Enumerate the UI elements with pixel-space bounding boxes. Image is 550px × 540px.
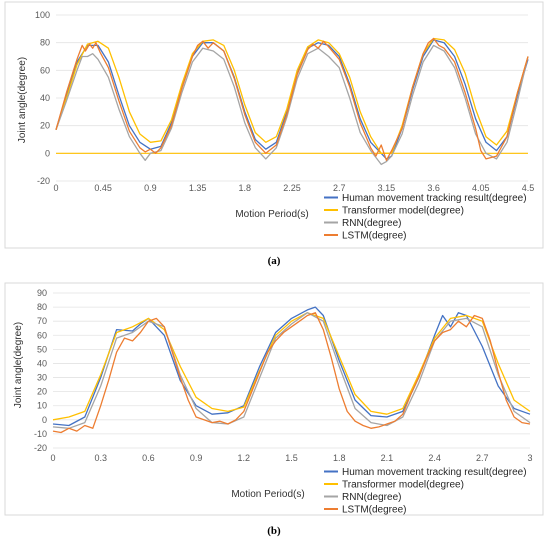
x-tick-label-b-10: 3 [527, 453, 532, 463]
x-tick-label-b-7: 2.1 [381, 453, 394, 463]
series-group-b [52, 306, 531, 434]
x-tick-label-a-0: 0 [53, 183, 58, 193]
legend-a: Human movement tracking result(degree) Tr… [324, 193, 527, 242]
y-tick-label-a-3: 40 [40, 93, 50, 103]
y-tick-label-b-3: 60 [37, 330, 47, 340]
x-tick-label-b-9: 2.7 [476, 453, 489, 463]
y-tick-label-b-1: 80 [37, 302, 47, 312]
panel-label-b: (b) [267, 525, 281, 537]
y-tick-label-a-6: -20 [37, 176, 50, 186]
series-line-b-3 [52, 312, 531, 434]
legend-b: Human movement tracking result(degree) Tr… [324, 467, 527, 516]
x-tick-label-a-3: 1.35 [189, 183, 207, 193]
y-tick-label-b-8: 10 [37, 401, 47, 411]
x-tick-label-a-5: 2.25 [283, 183, 301, 193]
series-line-b-2 [52, 312, 531, 429]
legend-label-a-2: RNN(degree) [342, 218, 401, 229]
series-line-a-1 [55, 37, 529, 154]
x-tick-label-b-8: 2.4 [428, 453, 441, 463]
legend-label-b-1: Transformer model(degree) [342, 480, 464, 491]
x-tick-label-b-3: 0.9 [190, 453, 203, 463]
y-tick-label-b-7: 20 [37, 387, 47, 397]
y-tick-label-b-2: 70 [37, 316, 47, 326]
y-tick-label-b-9: 0 [42, 415, 47, 425]
legend-label-b-0: Human movement tracking result(degree) [342, 467, 527, 478]
y-tick-label-a-5: 0 [45, 148, 50, 158]
y-tick-labels-b: 90 80 70 60 50 40 30 20 10 0 -10 -20 [34, 288, 47, 453]
x-tick-label-a-4: 1.8 [239, 183, 252, 193]
y-tick-label-b-6: 30 [37, 373, 47, 383]
x-tick-label-b-1: 0.3 [94, 453, 107, 463]
x-tick-label-a-7: 3.15 [378, 183, 396, 193]
series-line-a-3 [55, 37, 529, 161]
x-tick-label-b-2: 0.6 [142, 453, 155, 463]
series-group-a [55, 37, 529, 166]
series-line-b-0 [52, 306, 531, 427]
y-tick-label-b-0: 90 [37, 288, 47, 298]
x-tick-label-a-8: 3.6 [427, 183, 440, 193]
x-tick-label-b-5: 1.5 [285, 453, 298, 463]
chart-panel-b: 90 80 70 60 50 40 30 20 10 0 -10 -20 0 0.3 0.6 0.9 1.2 1… [4, 282, 544, 516]
y-tick-label-b-11: -20 [34, 443, 47, 453]
x-tick-label-a-6: 2.7 [333, 183, 346, 193]
panel-label-a: (a) [268, 255, 281, 267]
series-line-b-1 [52, 312, 531, 421]
y-tick-labels-a: 100 80 60 40 20 0 -20 [35, 10, 50, 186]
y-tick-label-b-4: 50 [37, 344, 47, 354]
y-tick-label-a-0: 100 [35, 10, 50, 20]
y-tick-label-a-1: 80 [40, 38, 50, 48]
x-axis-title-b: Motion Period(s) [231, 489, 304, 500]
y-tick-label-b-10: -10 [34, 429, 47, 439]
y-axis-title-b: Joint angle(degree) [13, 322, 24, 408]
x-tick-label-b-6: 1.8 [333, 453, 346, 463]
legend-label-a-3: LSTM(degree) [342, 231, 406, 242]
x-tick-label-b-0: 0 [50, 453, 55, 463]
y-tick-label-b-5: 40 [37, 358, 47, 368]
x-tick-label-a-9: 4.05 [472, 183, 490, 193]
x-tick-label-a-2: 0.9 [144, 183, 157, 193]
legend-label-a-1: Transformer model(degree) [342, 206, 464, 217]
x-tick-label-a-10: 4.5 [522, 183, 535, 193]
gridlines-b [53, 292, 530, 449]
legend-label-b-2: RNN(degree) [342, 492, 401, 503]
x-tick-label-a-1: 0.45 [94, 183, 112, 193]
y-axis-title-a: Joint angle(degree) [17, 57, 28, 143]
y-tick-label-a-4: 20 [40, 121, 50, 131]
series-line-a-2 [55, 44, 529, 166]
y-tick-label-a-2: 60 [40, 65, 50, 75]
x-tick-labels-a: 0 0.45 0.9 1.35 1.8 2.25 2.7 3.15 3.6 4.05 4.5 [53, 183, 534, 193]
x-tick-labels-b: 0 0.3 0.6 0.9 1.2 1.5 1.8 2.1 2.4 2.7 3 [50, 453, 532, 463]
legend-label-b-3: LSTM(degree) [342, 505, 406, 516]
x-tick-label-b-4: 1.2 [238, 453, 251, 463]
legend-label-a-0: Human movement tracking result(degree) [342, 193, 527, 204]
x-axis-title-a: Motion Period(s) [235, 209, 308, 220]
